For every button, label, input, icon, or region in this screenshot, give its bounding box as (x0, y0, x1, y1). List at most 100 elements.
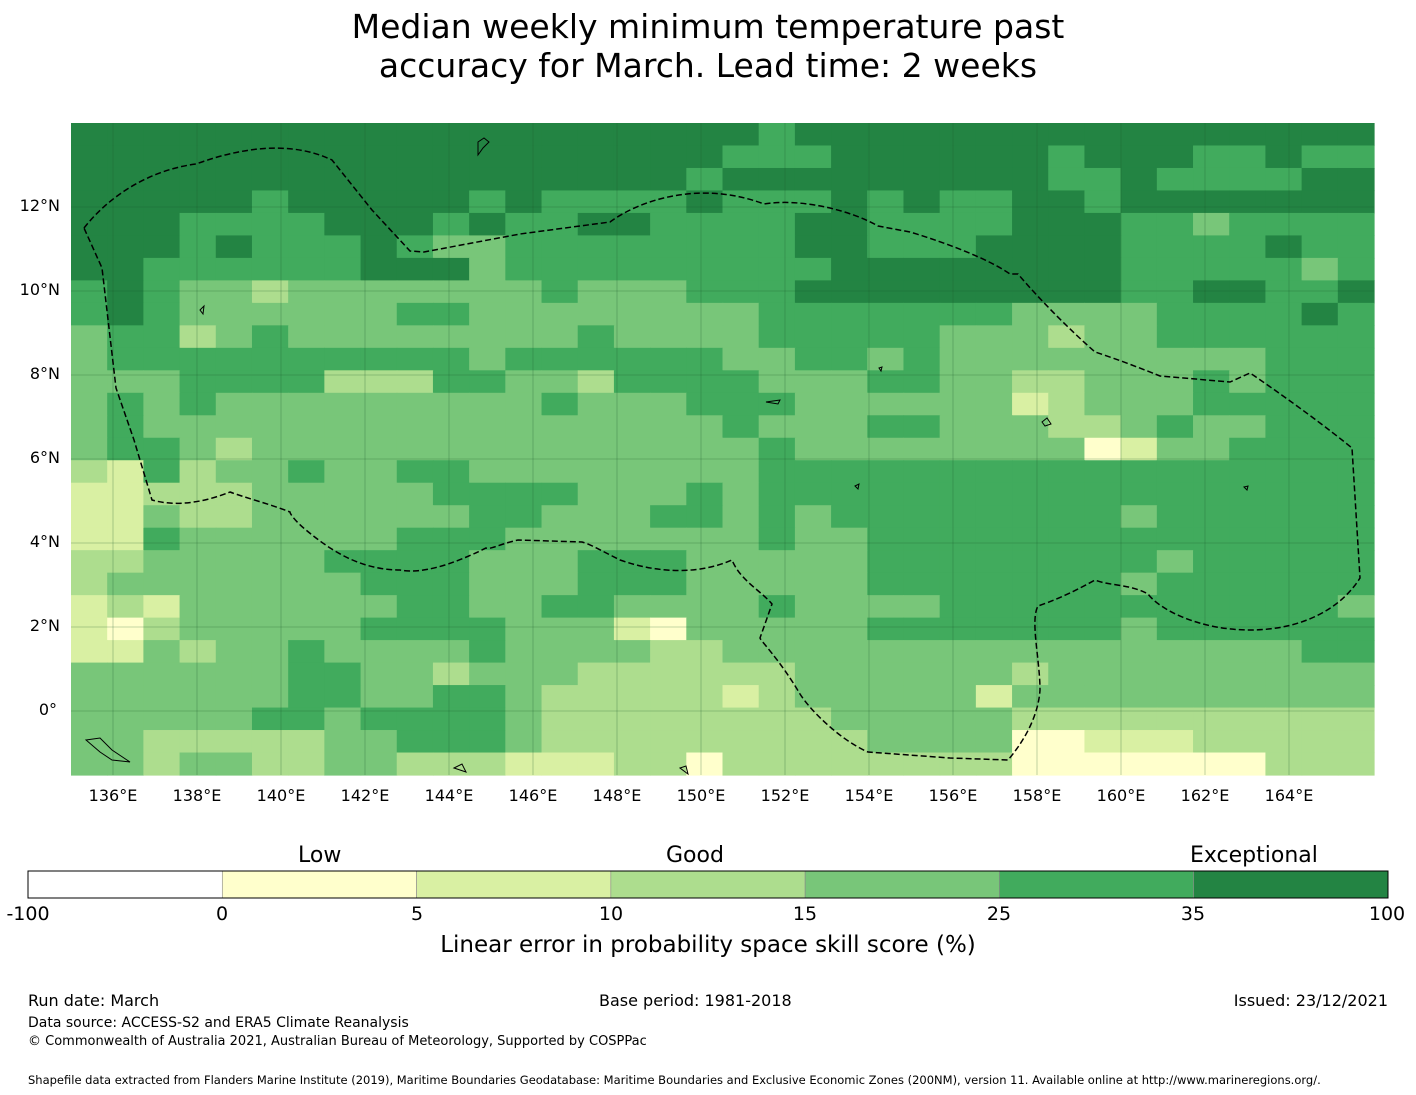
skill-cell (939, 617, 977, 641)
skill-cell (1120, 550, 1158, 574)
skill-cell (251, 527, 289, 551)
skill-cell (1120, 730, 1158, 754)
skill-cell (1012, 370, 1049, 394)
skill-cell (758, 280, 796, 304)
skill-cell (1229, 257, 1267, 281)
skill-cell (722, 347, 760, 371)
skill-cell (107, 347, 144, 371)
skill-cell (360, 617, 398, 641)
skill-cell (1120, 347, 1158, 371)
skill-cell (1048, 392, 1086, 416)
skill-cell (1337, 257, 1375, 281)
skill-grid-cells (71, 123, 1375, 776)
skill-cell (1084, 752, 1122, 776)
skill-cell (1012, 550, 1049, 574)
skill-cell (1193, 527, 1230, 551)
skill-cell (360, 145, 398, 169)
skill-cell (939, 167, 977, 192)
skill-cell (215, 302, 253, 326)
skill-cell (107, 527, 144, 551)
skill-cell (107, 707, 144, 731)
lon-label: 164°E (1264, 786, 1314, 805)
skill-cell (505, 707, 543, 731)
skill-cell (1301, 460, 1339, 484)
skill-cell (360, 415, 398, 439)
skill-cell (722, 280, 760, 304)
skill-cell (613, 123, 651, 147)
skill-cell (143, 302, 181, 326)
skill-cell (650, 707, 687, 731)
skill-cell (1229, 617, 1267, 641)
skill-cell (541, 212, 579, 237)
skill-cell (831, 392, 868, 416)
island-shape (1243, 485, 1249, 491)
skill-cell (1265, 302, 1303, 326)
colorbar-tick-label: 0 (215, 903, 229, 925)
skill-cell (1265, 595, 1303, 619)
skill-cell (831, 662, 868, 686)
skill-cell (1084, 685, 1122, 709)
skill-cell (541, 392, 579, 416)
skill-cell (179, 707, 217, 731)
skill-cell (107, 280, 144, 304)
skill-cell (1301, 325, 1339, 349)
skill-cell (686, 662, 724, 686)
skill-cell (143, 752, 181, 776)
skill-cell (686, 482, 724, 506)
skill-cell (722, 527, 760, 551)
skill-cell (179, 662, 217, 686)
skill-cell (396, 752, 434, 776)
skill-cell (1193, 505, 1230, 529)
skill-cell (1301, 572, 1339, 596)
skill-cell (143, 167, 181, 192)
skill-cell (1229, 707, 1267, 731)
skill-cell (975, 212, 1013, 237)
skill-cell (396, 685, 434, 709)
skill-cell (1156, 370, 1194, 394)
skill-cell (613, 212, 651, 237)
skill-cell (975, 640, 1013, 664)
skill-cell (831, 235, 868, 259)
chart-title-line-2: accuracy for March. Lead time: 2 weeks (378, 46, 1038, 85)
skill-cell (541, 752, 579, 776)
skill-cell (251, 235, 289, 259)
skill-cell (469, 257, 506, 281)
skill-cell (939, 482, 977, 506)
skill-cell (650, 640, 687, 664)
skill-cell (1301, 730, 1339, 754)
skill-cell (469, 437, 506, 461)
skill-cell (1265, 572, 1303, 596)
skill-cell (1337, 302, 1375, 326)
skill-cell (288, 392, 325, 416)
lat-label: 12°N (19, 196, 60, 215)
skill-cell (903, 640, 941, 664)
skill-cell (71, 572, 108, 596)
lon-label: 146°E (508, 786, 558, 805)
skill-cell (686, 302, 724, 326)
skill-cell (396, 145, 434, 169)
skill-cell (686, 460, 724, 484)
skill-cell (469, 572, 506, 596)
colorbar-swatch (999, 870, 1195, 899)
skill-cell (505, 123, 543, 147)
skill-cell (1337, 145, 1375, 169)
skill-cell (1301, 392, 1339, 416)
skill-cell (831, 190, 868, 214)
skill-cell (288, 662, 325, 686)
skill-cell (577, 167, 615, 192)
skill-cell (794, 730, 832, 754)
skill-cell (1301, 437, 1339, 461)
skill-cell (107, 572, 144, 596)
skill-cell (1084, 527, 1122, 551)
skill-cell (686, 190, 724, 214)
skill-cell (867, 370, 905, 394)
skill-cell (975, 257, 1013, 281)
skill-cell (1084, 640, 1122, 664)
skill-cell (251, 302, 289, 326)
skill-cell (1229, 685, 1267, 709)
skill-cell (541, 550, 579, 574)
lon-label: 136°E (88, 786, 138, 805)
skill-cell (143, 370, 181, 394)
lat-label: 2°N (29, 616, 60, 635)
skill-cell (432, 505, 470, 529)
